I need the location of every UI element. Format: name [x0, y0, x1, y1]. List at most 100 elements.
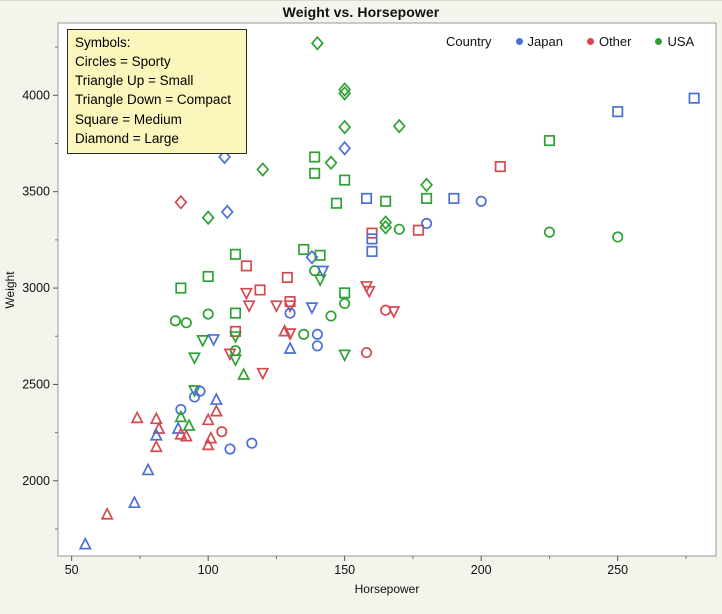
- data-point-marker[interactable]: [339, 174, 351, 186]
- data-point-marker[interactable]: [194, 385, 206, 397]
- data-point-marker[interactable]: [207, 334, 221, 347]
- data-point-marker[interactable]: [149, 411, 163, 425]
- data-point-marker[interactable]: [412, 224, 424, 236]
- data-point-marker[interactable]: [256, 367, 270, 381]
- legend-entry-japan[interactable]: Japan: [515, 34, 563, 49]
- data-point-marker[interactable]: [379, 215, 393, 230]
- data-point-marker[interactable]: [339, 287, 351, 299]
- data-point-marker[interactable]: [174, 194, 188, 210]
- data-point-marker[interactable]: [283, 300, 297, 313]
- data-point-marker[interactable]: [228, 354, 242, 367]
- data-point-marker[interactable]: [325, 310, 337, 322]
- data-point-marker[interactable]: [175, 282, 187, 294]
- data-point-marker[interactable]: [242, 300, 256, 313]
- data-point-marker[interactable]: [338, 349, 352, 363]
- data-point-marker[interactable]: [330, 197, 343, 209]
- data-point-marker[interactable]: [239, 287, 253, 301]
- data-point-marker[interactable]: [283, 328, 297, 341]
- data-point-marker[interactable]: [313, 274, 327, 287]
- data-point-marker[interactable]: [494, 161, 506, 173]
- data-point-marker[interactable]: [202, 270, 214, 283]
- data-point-marker[interactable]: [298, 243, 310, 256]
- data-point-marker[interactable]: [284, 307, 296, 319]
- data-point-marker[interactable]: [127, 495, 141, 509]
- data-point-marker[interactable]: [309, 151, 321, 163]
- data-point-marker[interactable]: [149, 439, 163, 453]
- data-point-marker[interactable]: [246, 437, 258, 449]
- data-point-marker[interactable]: [311, 340, 323, 352]
- data-point-marker[interactable]: [339, 297, 351, 310]
- data-point-marker[interactable]: [543, 226, 556, 238]
- data-point-marker[interactable]: [281, 271, 293, 284]
- data-point-marker[interactable]: [311, 328, 323, 340]
- data-point-marker[interactable]: [393, 223, 405, 235]
- data-point-marker[interactable]: [475, 195, 487, 207]
- data-point-marker[interactable]: [324, 155, 338, 171]
- data-point-marker[interactable]: [169, 315, 181, 327]
- data-point-marker[interactable]: [338, 85, 352, 101]
- data-point-marker[interactable]: [338, 119, 352, 135]
- data-point-marker[interactable]: [360, 192, 373, 204]
- data-point-marker[interactable]: [256, 162, 270, 177]
- data-point-marker[interactable]: [141, 462, 155, 476]
- data-point-marker[interactable]: [366, 227, 378, 239]
- data-point-marker[interactable]: [612, 106, 624, 118]
- data-point-marker[interactable]: [130, 410, 144, 424]
- data-point-marker[interactable]: [229, 248, 242, 260]
- data-point-marker[interactable]: [366, 245, 378, 257]
- data-point-marker[interactable]: [100, 506, 114, 520]
- data-point-marker[interactable]: [298, 328, 310, 340]
- data-point-marker[interactable]: [421, 192, 433, 204]
- data-point-marker[interactable]: [78, 536, 92, 550]
- data-point-marker[interactable]: [254, 284, 266, 296]
- data-point-marker[interactable]: [174, 409, 188, 423]
- data-point-marker[interactable]: [612, 231, 624, 243]
- data-point-marker[interactable]: [218, 149, 231, 165]
- data-point-marker[interactable]: [338, 140, 352, 156]
- data-point-marker[interactable]: [688, 92, 700, 104]
- data-point-marker[interactable]: [360, 347, 373, 359]
- data-point-marker[interactable]: [448, 192, 460, 204]
- data-point-marker[interactable]: [204, 430, 218, 444]
- data-point-marker[interactable]: [201, 210, 215, 226]
- data-point-marker[interactable]: [269, 300, 283, 313]
- data-point-marker[interactable]: [201, 437, 215, 451]
- data-point-marker[interactable]: [309, 167, 321, 179]
- data-point-marker[interactable]: [380, 195, 392, 207]
- data-point-marker[interactable]: [152, 421, 166, 434]
- data-point-marker[interactable]: [237, 367, 251, 380]
- data-point-marker[interactable]: [379, 219, 393, 235]
- legend-entry-other[interactable]: Other: [586, 34, 631, 49]
- data-point-marker[interactable]: [305, 302, 319, 315]
- data-point-marker[interactable]: [209, 403, 223, 417]
- data-point-marker[interactable]: [387, 306, 401, 319]
- data-point-marker[interactable]: [188, 385, 202, 398]
- data-point-marker[interactable]: [420, 177, 434, 193]
- data-point-marker[interactable]: [421, 217, 433, 230]
- data-point-marker[interactable]: [392, 118, 406, 134]
- data-point-marker[interactable]: [229, 307, 242, 319]
- data-point-marker[interactable]: [220, 204, 234, 220]
- data-point-marker[interactable]: [314, 249, 326, 261]
- data-point-marker[interactable]: [182, 418, 196, 431]
- data-point-marker[interactable]: [188, 352, 202, 366]
- data-point-marker[interactable]: [188, 391, 201, 403]
- data-point-marker[interactable]: [338, 82, 352, 97]
- data-point-marker[interactable]: [216, 426, 228, 438]
- data-point-marker[interactable]: [362, 285, 376, 299]
- data-point-marker[interactable]: [196, 335, 210, 348]
- data-point-marker[interactable]: [278, 323, 292, 337]
- data-point-marker[interactable]: [240, 260, 252, 272]
- data-point-marker[interactable]: [201, 412, 215, 426]
- data-point-marker[interactable]: [179, 428, 193, 442]
- data-point-marker[interactable]: [283, 341, 297, 354]
- data-point-marker[interactable]: [366, 233, 378, 245]
- data-point-marker[interactable]: [202, 308, 214, 320]
- data-point-marker[interactable]: [316, 265, 330, 279]
- data-point-marker[interactable]: [224, 443, 236, 455]
- data-point-marker[interactable]: [175, 403, 187, 416]
- data-point-marker[interactable]: [310, 35, 324, 51]
- data-point-marker[interactable]: [180, 317, 192, 329]
- data-point-marker[interactable]: [174, 427, 188, 440]
- data-point-marker[interactable]: [228, 331, 242, 344]
